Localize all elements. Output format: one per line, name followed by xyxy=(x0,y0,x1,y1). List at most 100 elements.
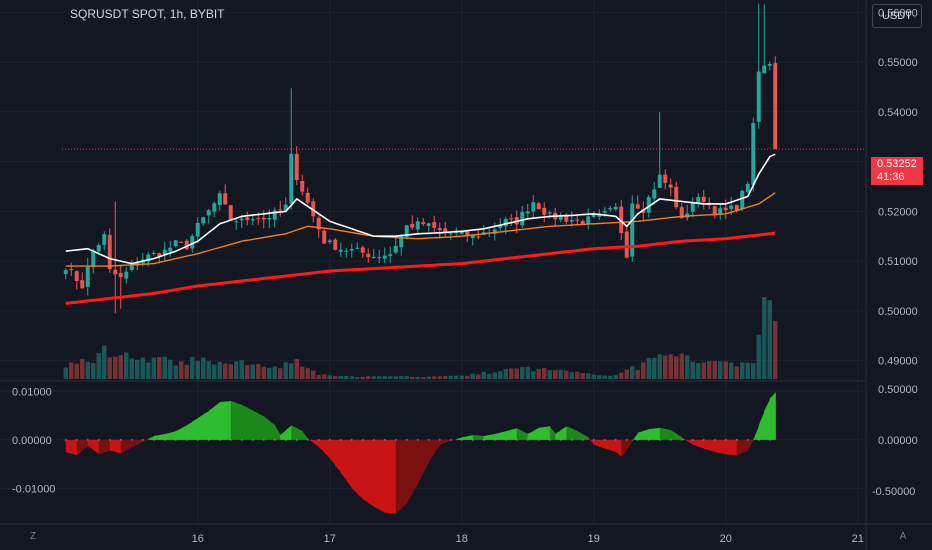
oscillator-segment xyxy=(604,439,611,451)
zero-cross-dot xyxy=(548,438,551,441)
candle-body xyxy=(201,217,206,224)
zero-cross-dot xyxy=(317,438,320,441)
symbol-title[interactable]: SQRUSDT SPOT, 1h, BYBIT xyxy=(70,7,225,21)
oscillator-segment xyxy=(505,429,512,440)
candle-body xyxy=(443,228,448,232)
oscillator-segment xyxy=(313,439,320,448)
price-tick-label: 0.51000 xyxy=(878,256,918,268)
candle-body xyxy=(69,268,74,270)
zero-cross-dot xyxy=(702,438,705,441)
candle-body xyxy=(465,231,470,237)
volume-bar xyxy=(333,375,338,379)
oscillator-segment xyxy=(714,439,721,454)
candle-body xyxy=(168,247,173,252)
candle-body xyxy=(349,249,354,251)
oscillator-segment xyxy=(659,427,666,440)
zero-cross-dot xyxy=(427,438,430,441)
zero-cross-dot xyxy=(196,438,199,441)
oscillator-segment xyxy=(175,428,182,440)
zero-cross-dot xyxy=(504,438,507,441)
zero-cross-dot xyxy=(405,438,408,441)
candle-body xyxy=(74,271,79,282)
volume-bar xyxy=(586,373,591,379)
oscillator-segment xyxy=(637,430,644,440)
oscillator-segment xyxy=(742,439,749,453)
candle-body xyxy=(404,225,409,237)
oscillator-segment xyxy=(93,439,100,455)
oscillator-segment xyxy=(423,439,430,473)
candle-body xyxy=(432,222,437,228)
volume-bar xyxy=(542,368,547,379)
bar-countdown: 41:36 xyxy=(877,171,905,183)
candle-body xyxy=(630,203,635,257)
oscillator-segment xyxy=(731,439,738,456)
candle-body xyxy=(635,204,640,209)
volume-bar xyxy=(767,300,772,379)
candle-body xyxy=(151,252,156,254)
volume-bar xyxy=(624,369,629,379)
oscillator-segment xyxy=(687,439,694,445)
candle-body xyxy=(217,193,222,205)
candle-body xyxy=(371,256,376,259)
oscillator-segment xyxy=(137,439,144,445)
volume-bar xyxy=(217,361,222,379)
oscillator-segment xyxy=(456,437,463,440)
candle-body xyxy=(564,215,569,222)
candle-body xyxy=(388,254,393,256)
zero-cross-dot xyxy=(86,438,89,441)
oscillator-segment xyxy=(632,432,639,442)
oscillator-segment xyxy=(236,402,243,440)
zero-cross-dot xyxy=(75,438,78,441)
volume-bar xyxy=(140,357,145,379)
candle-body xyxy=(63,270,68,275)
candle-body xyxy=(575,219,580,221)
oscillator-segment xyxy=(478,435,485,440)
candle-body xyxy=(179,241,184,243)
candle-body xyxy=(652,189,657,199)
candle-body xyxy=(525,211,530,214)
oscillator-segment xyxy=(170,431,177,440)
candle-body xyxy=(322,230,327,244)
oscillator-segment xyxy=(148,435,155,440)
candle-body xyxy=(212,203,217,212)
timezone-button[interactable]: Z xyxy=(29,531,37,542)
indicator-axis-right[interactable]: 0.50000 0.00000 -0.50000 xyxy=(872,384,918,498)
oscillator-segment xyxy=(230,401,237,440)
zero-cross-dot xyxy=(185,438,188,441)
zero-cross-dot xyxy=(570,438,573,441)
time-axis[interactable]: 16 17 18 19 20 21 xyxy=(192,533,864,545)
oscillator-segment xyxy=(247,407,254,440)
candle-body xyxy=(734,205,739,211)
oscillator-segment xyxy=(104,439,111,453)
volume-bar xyxy=(311,370,316,379)
oscillator-segment xyxy=(302,431,309,440)
candle-body xyxy=(729,205,734,209)
volume-bar xyxy=(520,367,525,379)
oscillator-segment xyxy=(747,439,754,451)
zero-cross-dot xyxy=(735,438,738,441)
zero-cross-dot xyxy=(438,438,441,441)
volume-bar xyxy=(355,377,360,379)
auto-scale-button[interactable]: A xyxy=(899,531,907,542)
oscillator-segment xyxy=(131,439,138,448)
zero-cross-dot xyxy=(339,438,342,441)
zero-cross-dot xyxy=(361,438,364,441)
volume-bar xyxy=(448,375,453,379)
indicator-right-tick-label: -0.50000 xyxy=(872,486,915,498)
candle-body xyxy=(454,232,459,234)
candle-body xyxy=(745,184,750,192)
zero-cross-dot xyxy=(559,438,562,441)
zero-cross-dot xyxy=(493,438,496,441)
candle-body xyxy=(492,229,497,234)
oscillator-segment xyxy=(390,439,397,514)
candle-body xyxy=(476,236,481,238)
volume-bar xyxy=(443,375,448,379)
candle-body xyxy=(234,221,239,223)
indicator-right-tick-label: 0.50000 xyxy=(878,384,918,396)
price-tick-label: 0.56000 xyxy=(878,7,918,19)
zero-cross-dot xyxy=(625,438,628,441)
oscillator-segment xyxy=(87,439,94,451)
oscillator-segment xyxy=(351,439,358,494)
currency-button[interactable]: USDT xyxy=(872,4,922,28)
